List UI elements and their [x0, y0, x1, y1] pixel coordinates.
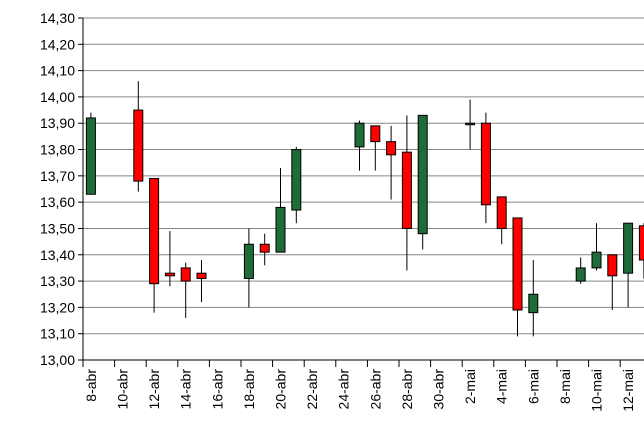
candle-body: [417, 114, 428, 235]
candle-body: [354, 122, 365, 148]
x-tick-label: 8-abr: [83, 369, 99, 402]
x-tick-label: 8-mai: [557, 369, 573, 404]
x-tick-label: 30-abr: [431, 369, 447, 410]
y-tick-label: 13,80: [40, 142, 75, 158]
x-tick-label: 10-mai: [589, 369, 605, 412]
x-tick-label: 12-abr: [146, 369, 162, 410]
candle-body: [607, 254, 618, 277]
x-tick-label: 18-abr: [241, 369, 257, 410]
x-tick-label: 14-abr: [178, 369, 194, 410]
y-tick-label: 13,20: [40, 299, 75, 315]
y-tick-label: 14,30: [40, 10, 75, 26]
candle-body: [623, 222, 634, 274]
candle-body: [401, 151, 412, 229]
x-tick-label: 4-mai: [494, 369, 510, 404]
candle-body: [180, 267, 191, 282]
candle-body: [591, 251, 602, 269]
candle-body: [133, 109, 144, 182]
y-tick-label: 13,00: [40, 352, 75, 368]
candle-body: [149, 177, 160, 285]
y-tick-label: 13,60: [40, 194, 75, 210]
candle-body: [638, 225, 644, 261]
y-tick-label: 14,10: [40, 63, 75, 79]
x-tick-label: 20-abr: [273, 369, 289, 410]
x-tick-label: 12-mai: [620, 369, 636, 412]
y-tick-label: 13,50: [40, 220, 75, 236]
candle-body: [275, 206, 286, 253]
candle-body: [528, 293, 539, 314]
y-tick-label: 13,10: [40, 326, 75, 342]
x-tick-label: 28-abr: [399, 369, 415, 410]
x-tick-label: 22-abr: [304, 369, 320, 410]
candle-body: [480, 122, 491, 206]
x-tick-label: 2-mai: [462, 369, 478, 404]
candle-body: [575, 267, 586, 282]
candle-body: [291, 149, 302, 211]
y-tick-label: 13,70: [40, 168, 75, 184]
y-tick-label: 13,90: [40, 115, 75, 131]
candle-body: [370, 125, 381, 143]
y-tick-label: 14,00: [40, 89, 75, 105]
candle-body: [496, 196, 507, 229]
candle-body: [85, 117, 96, 195]
candle-body: [164, 272, 175, 277]
x-tick-label: 6-mai: [525, 369, 541, 404]
candle-body: [243, 243, 254, 279]
x-tick-label: 24-abr: [336, 369, 352, 410]
x-tick-label: 16-abr: [209, 369, 225, 410]
y-tick-label: 14,20: [40, 36, 75, 52]
candle-body: [512, 217, 523, 311]
candle-body: [259, 243, 270, 253]
y-tick-label: 13,30: [40, 273, 75, 289]
candle-body: [196, 272, 207, 279]
candle-body: [386, 141, 397, 156]
x-tick-label: 26-abr: [367, 369, 383, 410]
x-tick-label: 10-abr: [115, 369, 131, 410]
candle-body: [465, 122, 476, 126]
y-tick-label: 13,40: [40, 247, 75, 263]
